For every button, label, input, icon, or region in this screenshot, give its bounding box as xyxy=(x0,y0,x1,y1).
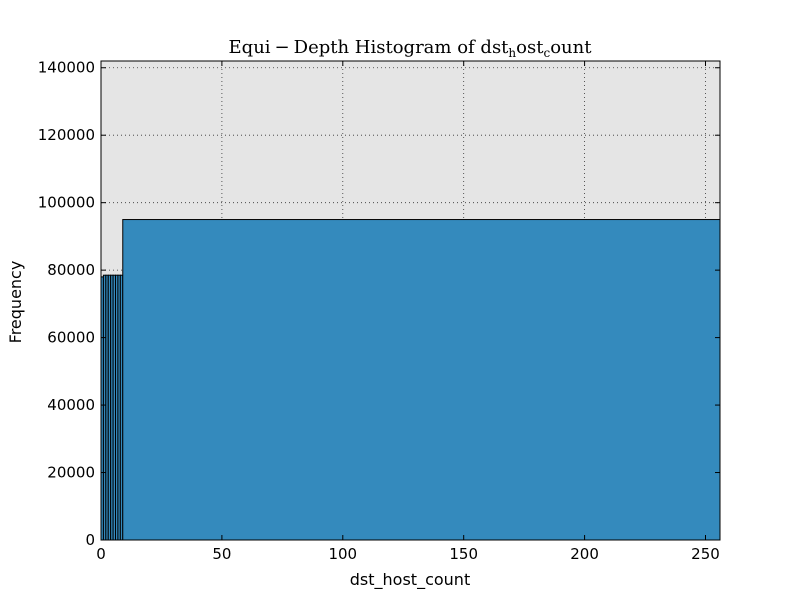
y-tick-label: 20000 xyxy=(47,464,95,482)
x-tick-label: 50 xyxy=(212,545,231,563)
title-mid: ost xyxy=(516,37,544,58)
chart-title: Equi − Depth Histogram of dsthostcount xyxy=(229,37,593,60)
axes-frame xyxy=(100,60,721,541)
title-sub-c: c xyxy=(543,46,550,60)
axis-ticks: 0 50 100 150 200 250 0 20000 40000 60000 80000 1000… xyxy=(38,59,720,563)
histogram-bars xyxy=(100,219,721,541)
y-tick-label: 140000 xyxy=(38,59,95,77)
x-tick-label: 250 xyxy=(691,545,720,563)
title-rest: Depth Histogram of dst xyxy=(294,37,510,58)
x-axis-label: dst_host_count xyxy=(350,570,470,590)
y-tick-label: 120000 xyxy=(38,126,95,144)
title-lead: Equi xyxy=(229,37,271,58)
y-tick-label: 40000 xyxy=(47,396,95,414)
y-tick-label: 100000 xyxy=(38,194,95,212)
histogram-bar xyxy=(122,219,721,541)
x-tick-label: 150 xyxy=(449,545,478,563)
title-tail: ount xyxy=(550,37,592,58)
title-sub-h: h xyxy=(508,46,516,60)
x-tick-label: 100 xyxy=(328,545,357,563)
title-minus: − xyxy=(275,37,290,58)
x-tick-label: 0 xyxy=(96,545,106,563)
x-tick-label: 200 xyxy=(570,545,599,563)
y-tick-label: 60000 xyxy=(47,329,95,347)
y-tick-label: 80000 xyxy=(47,261,95,279)
y-tick-label: 0 xyxy=(85,531,95,549)
y-axis-label: Frequency xyxy=(6,261,25,344)
